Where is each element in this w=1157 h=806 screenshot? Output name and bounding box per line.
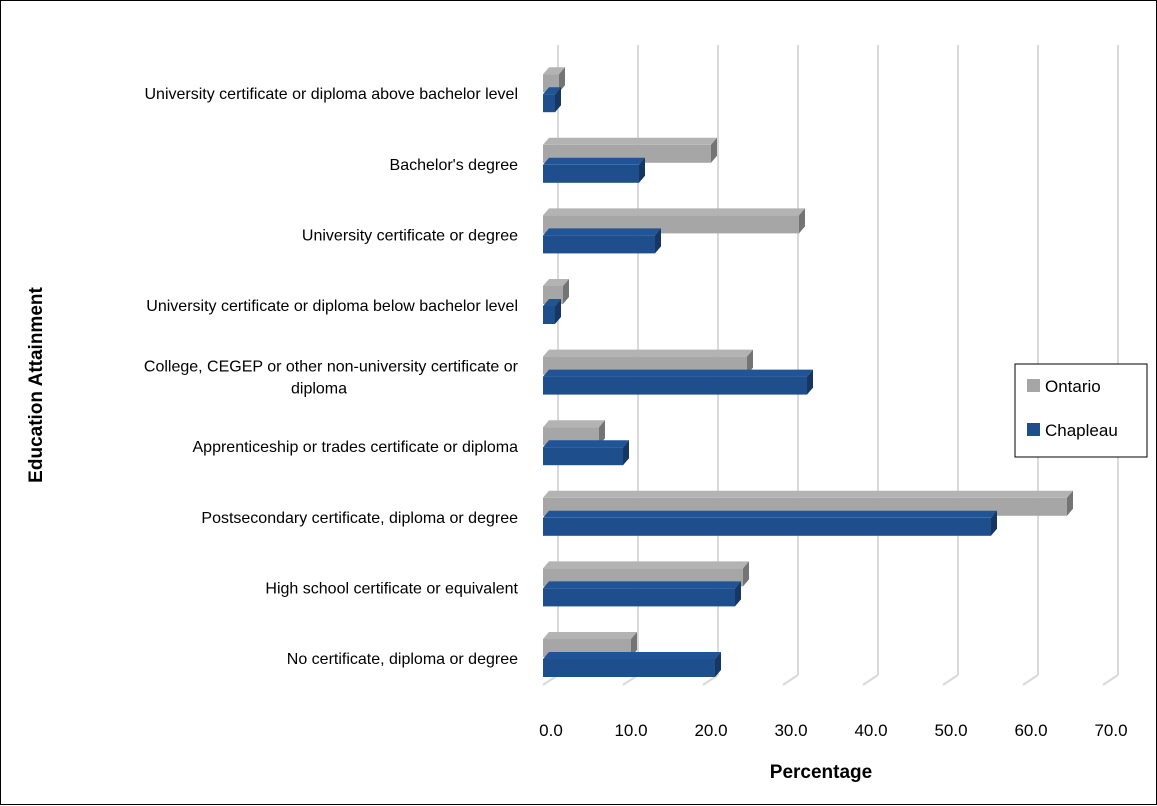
x-tick-label: 10.0 [614,721,647,740]
bar-chapleau [543,157,645,183]
bar-chapleau [543,87,561,113]
bar-chapleau [543,299,561,324]
gridline [1102,45,1119,686]
category-label: University certificate or degree [302,227,518,244]
category-label: Apprenticeship or trades certificate or … [193,439,519,456]
gridline [782,45,799,686]
x-tick-label: 30.0 [774,721,807,740]
legend-swatch-chapleau [1027,423,1040,436]
legend-label-ontario: Ontario [1045,377,1101,396]
category-label: College, CEGEP or other non-university c… [144,359,519,398]
legend: Ontario Chapleau [1014,363,1148,458]
category-label: High school certificate or equivalent [265,580,518,597]
y-axis-title: Education Attainment [26,287,47,483]
x-tick-labels: 0.0 10.0 20.0 30.0 40.0 50.0 60.0 70.0 [539,721,1127,740]
gridline [942,45,959,686]
legend-label-chapleau: Chapleau [1045,421,1118,440]
bars [543,67,1073,677]
bar-chapleau [543,228,661,254]
bar-chapleau [543,369,813,395]
x-axis-title: Percentage [770,762,872,783]
bar-chapleau [543,581,741,607]
category-label: No certificate, diploma or degree [287,651,518,668]
bar-chapleau [543,510,997,536]
x-tick-label: 70.0 [1094,721,1127,740]
category-label: University certificate or diploma below … [146,298,518,315]
x-tick-label: 0.0 [539,721,563,740]
gridline [862,45,879,686]
bar-chapleau [543,440,629,466]
bar-chapleau [543,652,721,677]
x-tick-label: 40.0 [854,721,887,740]
x-tick-label: 60.0 [1014,721,1047,740]
x-tick-label: 50.0 [934,721,967,740]
x-tick-label: 20.0 [694,721,727,740]
category-label: Postsecondary certificate, diploma or de… [201,510,518,527]
category-labels: No certificate, diploma or degree High sc… [144,86,519,668]
category-label: University certificate or diploma above … [144,86,518,103]
category-label: Bachelor's degree [390,157,519,174]
legend-swatch-ontario [1027,379,1040,392]
gridline [1022,45,1039,686]
